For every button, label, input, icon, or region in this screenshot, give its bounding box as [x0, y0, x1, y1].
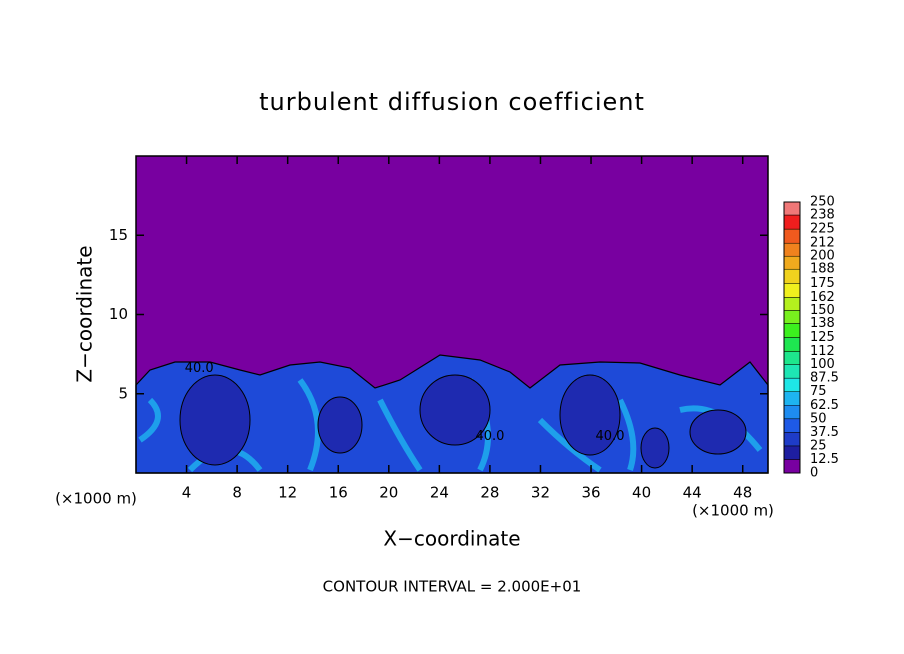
colorbar-band	[783, 255, 801, 270]
colorbar-tick-label: 162	[810, 290, 835, 305]
x-tick-label: 44	[683, 484, 702, 502]
footnote: CONTOUR INTERVAL = 2.000E+01	[323, 578, 582, 596]
contour-label: 40.0	[596, 429, 625, 444]
chart-title: turbulent diffusion coefficient	[259, 88, 645, 116]
eddy	[559, 374, 621, 456]
eddy	[179, 374, 251, 466]
eddy	[317, 396, 363, 454]
colorbar-band	[783, 201, 801, 216]
x-tick-label: 40	[632, 484, 651, 502]
x-tick-label: 24	[430, 484, 449, 502]
x-tick-label: 16	[329, 484, 348, 502]
colorbar-tick-label: 175	[810, 276, 835, 291]
x-tick-label: 48	[733, 484, 752, 502]
colorbar-band	[783, 445, 801, 460]
colorbar-tick-label: 0	[810, 466, 818, 481]
colorbar-tick-label: 212	[810, 236, 835, 251]
y-tick-label: 15	[109, 226, 128, 244]
colorbar-band	[783, 405, 801, 420]
x-axis-label: X−coordinate	[383, 527, 520, 551]
x-unit: (×1000 m)	[55, 490, 137, 508]
eddy	[419, 374, 491, 446]
colorbar-band	[783, 432, 801, 447]
colorbar-band	[783, 323, 801, 338]
colorbar-frame	[783, 201, 801, 474]
x-tick-label: 20	[379, 484, 398, 502]
colorbar-band	[783, 364, 801, 379]
x-tick-label: 36	[581, 484, 600, 502]
y-axis-label: Z−coordinate	[73, 245, 97, 382]
colorbar-band	[783, 351, 801, 365]
x-tick-label: 28	[480, 484, 499, 502]
colorbar-tick-label: 250	[810, 195, 835, 210]
x-tick-label: 4	[182, 484, 192, 502]
colorbar-tick-label: 138	[810, 316, 835, 331]
colorbar-tick-label: 100	[810, 357, 835, 372]
colorbar-tick-label: 12.5	[810, 452, 839, 467]
eddy	[640, 427, 670, 469]
colorbar-tick-label: 150	[810, 303, 835, 318]
colorbar-band	[783, 310, 801, 324]
colorbar-band	[783, 297, 801, 311]
colorbar-tick-label: 238	[810, 208, 835, 223]
colorbar-band	[783, 228, 801, 244]
field	[135, 156, 769, 474]
colorbar-band	[783, 418, 801, 433]
colorbar-tick-label: 188	[810, 262, 835, 277]
colorbar-band	[783, 377, 801, 392]
y-tick-label: 5	[118, 384, 128, 402]
colorbar-band	[783, 459, 801, 474]
colorbar-tick-label: 75	[810, 384, 827, 399]
contour-label: 40.0	[475, 429, 504, 444]
contour-label: 40.0	[185, 361, 214, 376]
eddy	[689, 409, 747, 455]
colorbar-tick-label: 37.5	[810, 425, 839, 440]
colorbar-band	[783, 391, 801, 406]
x-unit: (×1000 m)	[692, 502, 774, 520]
colorbar-band	[783, 337, 801, 352]
colorbar-band	[783, 242, 801, 257]
x-tick-label: 8	[232, 484, 242, 502]
colorbar-band	[783, 283, 801, 298]
colorbar-tick-label: 87.5	[810, 371, 839, 386]
y-tick-label: 10	[109, 305, 128, 323]
colorbar-tick-label: 200	[810, 249, 835, 264]
colorbar-tick-label: 225	[810, 222, 835, 237]
x-tick-label: 32	[531, 484, 550, 502]
colorbar-band	[783, 268, 801, 284]
colorbar-tick-label: 62.5	[810, 398, 839, 413]
colorbar-tick-label: 50	[810, 411, 827, 426]
colorbar-band	[783, 214, 801, 230]
colorbar-tick-label: 125	[810, 330, 835, 345]
colorbar-tick-label: 112	[810, 344, 835, 359]
colorbar-tick-label: 25	[810, 438, 827, 453]
x-tick-label: 12	[278, 484, 297, 502]
